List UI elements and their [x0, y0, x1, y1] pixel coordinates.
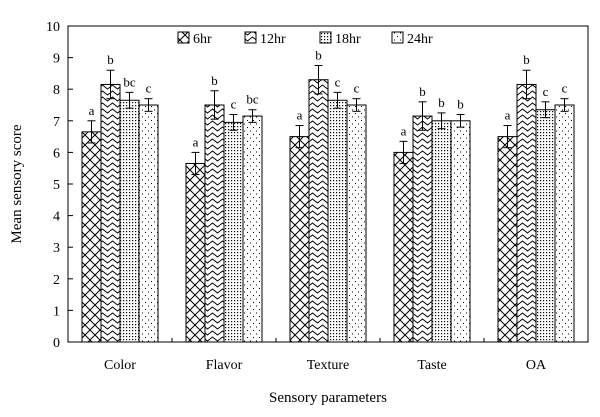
y-tick-label: 7 [53, 115, 60, 130]
y-tick-label: 3 [53, 241, 60, 256]
bar [119, 99, 140, 343]
significance-label: a [401, 123, 407, 138]
bar [450, 120, 471, 343]
significance-label: b [457, 96, 464, 111]
bar [497, 136, 518, 343]
legend-label: 6hr [193, 32, 212, 47]
significance-label: b [315, 48, 322, 63]
legend-swatch [177, 31, 190, 44]
y-tick-label: 4 [53, 210, 60, 225]
significance-label: c [146, 81, 152, 96]
bar [535, 109, 556, 343]
significance-label: c [354, 81, 360, 96]
significance-label: b [211, 73, 218, 88]
significance-label: c [335, 74, 341, 89]
significance-label: bc [123, 74, 136, 89]
x-tick-label: Color [104, 358, 136, 373]
bar [185, 162, 206, 343]
legend-label: 18hr [335, 32, 361, 47]
bar [412, 115, 433, 343]
significance-label: b [419, 84, 426, 99]
bar [346, 104, 367, 343]
y-tick-label: 8 [53, 83, 60, 98]
bar [289, 136, 310, 343]
legend-swatch [244, 31, 257, 44]
y-tick-label: 1 [53, 304, 60, 319]
legend-label: 24hr [407, 32, 433, 47]
significance-label: c [562, 81, 568, 96]
significance-label: a [505, 108, 511, 123]
bar [242, 115, 263, 343]
y-tick-label: 9 [53, 52, 60, 67]
bar [516, 83, 537, 343]
x-tick-label: Flavor [206, 358, 243, 373]
x-tick-label: OA [526, 358, 547, 373]
significance-label: a [89, 103, 95, 118]
bar [431, 120, 452, 343]
bar [327, 99, 348, 343]
bar [100, 83, 121, 343]
bar [554, 104, 575, 343]
significance-label: c [231, 96, 237, 111]
legend-label: 12hr [260, 32, 286, 47]
axes: 0 1 2 3 4 5 6 7 8 9 10 Color Flavor Texture Taste OA [46, 20, 589, 373]
bar [393, 151, 414, 343]
significance-label: a [193, 134, 199, 149]
x-axis-title: Sensory parameters [269, 390, 387, 406]
legend: 6hr 12hr 18hr 24hr [177, 31, 433, 47]
bar [204, 104, 225, 343]
legend-swatch [391, 31, 404, 44]
significance-label: b [438, 95, 445, 110]
y-tick-label: 10 [46, 20, 60, 35]
x-tick-label: Taste [417, 358, 446, 373]
significance-label: b [107, 52, 114, 67]
significance-label: a [297, 108, 303, 123]
legend-swatch [319, 31, 332, 44]
bar [223, 121, 244, 343]
significance-label: bc [246, 92, 259, 107]
y-axis-title: Mean sensory score [9, 124, 25, 243]
y-tick-label: 0 [53, 336, 60, 351]
y-tick-label: 5 [53, 178, 60, 193]
significance-label: c [543, 84, 549, 99]
y-tick-label: 2 [53, 273, 60, 288]
x-tick-label: Texture [307, 358, 350, 373]
y-tick-label: 6 [53, 146, 60, 161]
significance-label: b [523, 52, 530, 67]
bar [81, 131, 102, 343]
bar [308, 79, 329, 343]
bar [138, 104, 159, 343]
